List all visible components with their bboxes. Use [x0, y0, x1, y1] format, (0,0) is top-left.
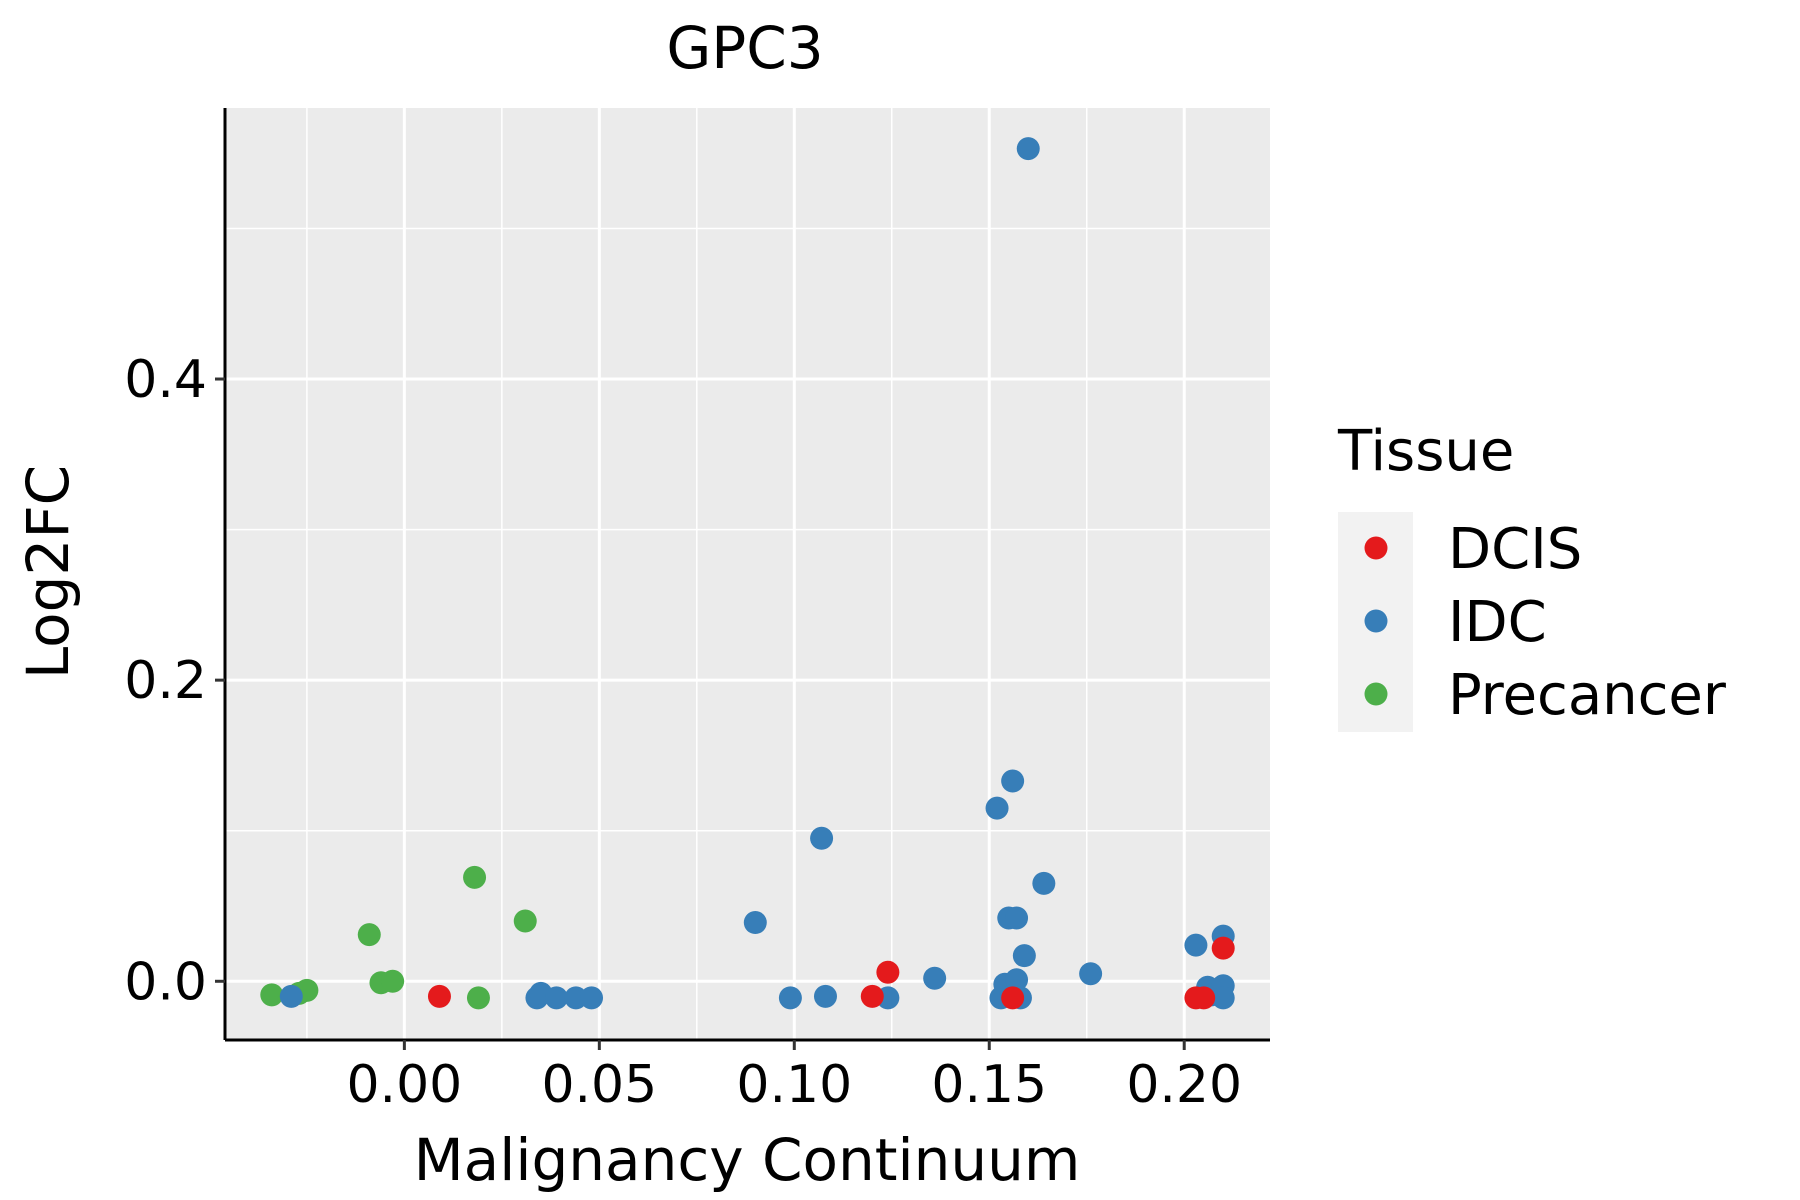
data-points	[260, 137, 1235, 1010]
point-precancer	[357, 923, 381, 947]
y-tick-label: 0.4	[124, 350, 207, 410]
point-idc	[743, 911, 767, 935]
point-idc	[813, 984, 837, 1008]
point-idc	[810, 826, 834, 850]
point-idc	[923, 966, 947, 990]
x-tick-label: 0.00	[346, 1055, 462, 1115]
point-idc	[1184, 933, 1208, 957]
y-tick-label: 0.0	[124, 952, 207, 1012]
x-tick-label: 0.05	[541, 1055, 657, 1115]
legend-key-idc	[1364, 609, 1388, 633]
y-axis-title: Log2FC	[14, 465, 82, 679]
point-idc	[1005, 906, 1029, 930]
legend-key-precancer	[1364, 682, 1388, 706]
x-tick-label: 0.10	[736, 1055, 852, 1115]
point-dcis	[1001, 986, 1025, 1010]
point-idc	[580, 986, 604, 1010]
point-idc	[1211, 986, 1235, 1010]
point-dcis	[427, 984, 451, 1008]
plot-panel	[225, 108, 1270, 1040]
legend-label-dcis: DCIS	[1448, 517, 1582, 582]
point-idc	[1012, 944, 1036, 968]
x-tick-label: 0.15	[931, 1055, 1047, 1115]
x-tick-label: 0.20	[1126, 1055, 1242, 1115]
point-idc	[1016, 137, 1040, 161]
point-precancer	[463, 865, 487, 889]
point-precancer	[381, 969, 405, 993]
legend-label-precancer: Precancer	[1448, 663, 1727, 728]
point-idc	[544, 986, 568, 1010]
legend-title: Tissue	[1337, 419, 1514, 484]
point-dcis	[1192, 986, 1216, 1010]
point-precancer	[260, 983, 284, 1007]
x-axis-title: Malignancy Continuum	[414, 1126, 1081, 1194]
legend-key-dcis	[1364, 536, 1388, 560]
y-tick-label: 0.2	[124, 651, 207, 711]
y-axis-ticks: 0.0 0.2 0.4	[124, 350, 225, 1012]
chart-title: GPC3	[666, 14, 823, 82]
point-dcis	[1211, 936, 1235, 960]
point-idc	[778, 986, 802, 1010]
point-idc	[1032, 871, 1056, 895]
point-idc	[985, 796, 1009, 820]
point-idc	[279, 984, 303, 1008]
legend-label-idc: IDC	[1448, 590, 1547, 655]
x-axis-ticks: 0.00 0.05 0.10 0.15 0.20	[346, 1040, 1242, 1115]
legend: Tissue DCIS IDC Precancer	[1337, 419, 1727, 732]
point-idc	[1001, 769, 1025, 793]
point-precancer	[466, 986, 490, 1010]
point-dcis	[876, 960, 900, 984]
point-idc	[1005, 968, 1029, 992]
point-precancer	[513, 909, 537, 933]
point-dcis	[860, 984, 884, 1008]
point-idc	[1079, 962, 1103, 986]
